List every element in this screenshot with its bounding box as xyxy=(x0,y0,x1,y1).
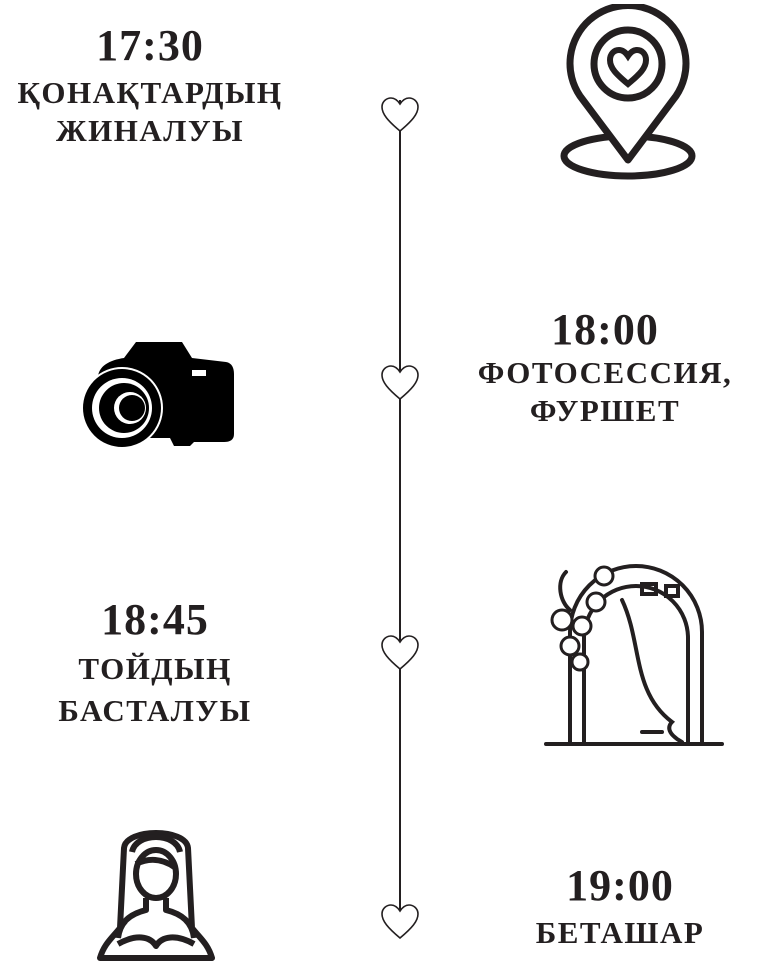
timeline-line xyxy=(399,100,401,930)
event-title: ТОЙДЫҢ xyxy=(78,651,232,686)
event-1: 17:30 ҚОНАҚТАРДЫҢ ЖИНАЛУЫ xyxy=(0,24,300,150)
event-4: 19:00 БЕТАШАР xyxy=(475,864,764,952)
event-time: 17:30 xyxy=(96,21,204,70)
event-title: ФОТОСЕССИЯ, xyxy=(477,355,733,390)
wedding-arch-icon xyxy=(544,564,724,746)
event-2: 18:00 ФОТОСЕССИЯ, ФУРШЕТ xyxy=(465,308,745,430)
camera-icon xyxy=(81,342,234,448)
event-time: 18:00 xyxy=(551,305,659,354)
event-title: БЕТАШАР xyxy=(535,915,705,950)
bride-icon xyxy=(97,830,215,961)
event-title: ФУРШЕТ xyxy=(529,393,681,428)
event-3: 18:45 ТОЙДЫҢ БАСТАЛУЫ xyxy=(0,598,310,730)
event-title: ЖИНАЛУЫ xyxy=(55,113,245,148)
heart-icon xyxy=(381,97,419,133)
event-title: БАСТАЛУЫ xyxy=(58,693,252,728)
heart-icon xyxy=(381,635,419,671)
event-time: 19:00 xyxy=(566,861,674,910)
heart-icon xyxy=(381,365,419,401)
heart-icon xyxy=(381,904,419,940)
event-title: ҚОНАҚТАРДЫҢ xyxy=(17,75,283,110)
location-heart-icon xyxy=(560,4,696,180)
event-time: 18:45 xyxy=(101,595,209,644)
